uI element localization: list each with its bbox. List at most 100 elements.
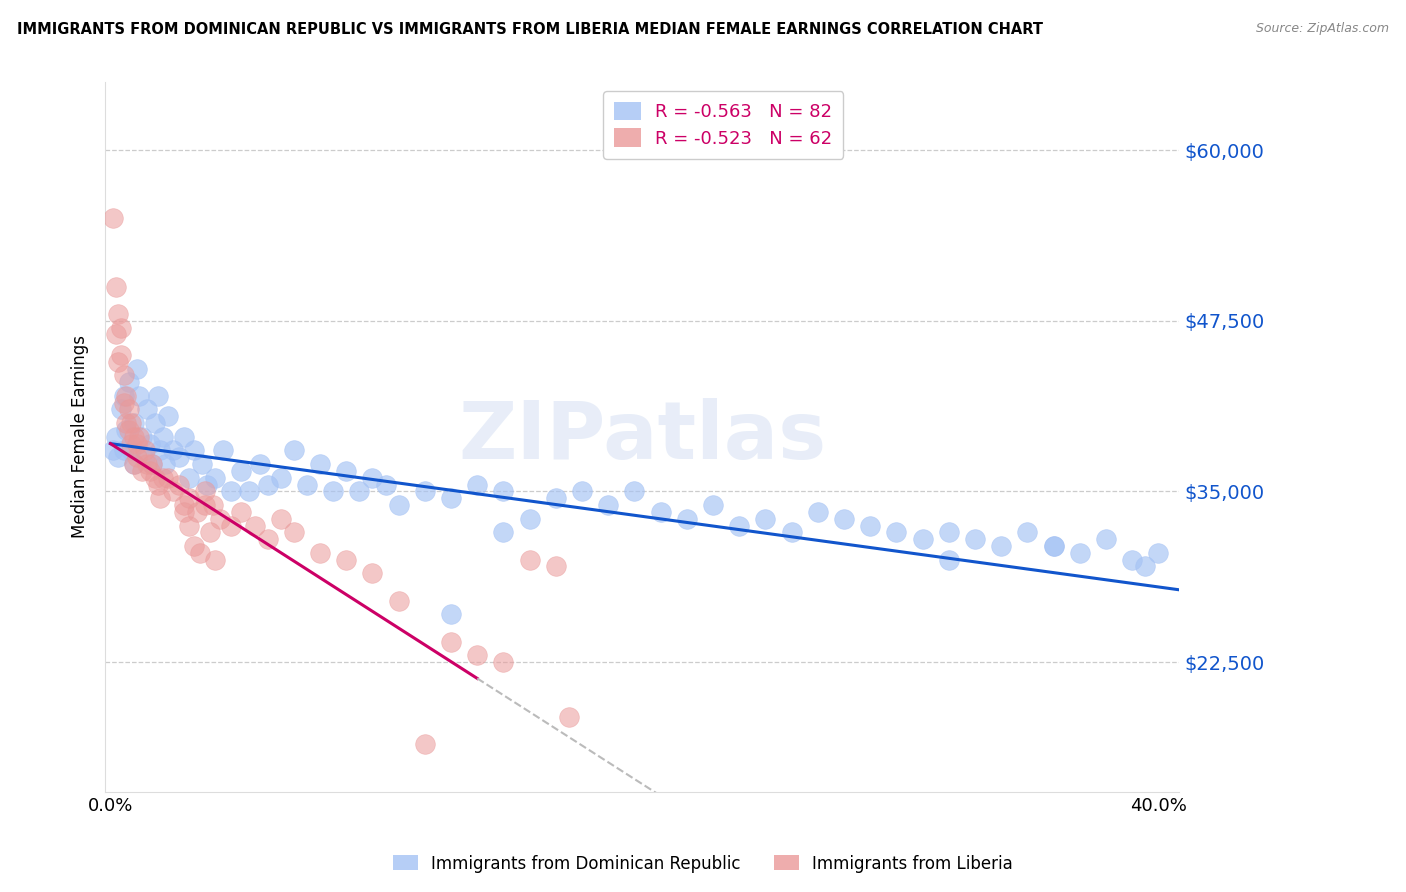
- Point: [118, 423, 141, 437]
- Point: [125, 450, 148, 465]
- Point: [173, 505, 195, 519]
- Point: [139, 436, 162, 450]
- Point: [112, 443, 135, 458]
- Point: [1095, 532, 1118, 546]
- Point: [249, 457, 271, 471]
- Point: [122, 457, 145, 471]
- Point: [115, 389, 138, 403]
- Point: [440, 634, 463, 648]
- Point: [198, 525, 221, 540]
- Point: [101, 211, 124, 226]
- Point: [335, 552, 357, 566]
- Point: [104, 327, 127, 342]
- Point: [492, 655, 515, 669]
- Point: [173, 498, 195, 512]
- Point: [1135, 559, 1157, 574]
- Point: [209, 512, 232, 526]
- Text: Source: ZipAtlas.com: Source: ZipAtlas.com: [1256, 22, 1389, 36]
- Point: [413, 737, 436, 751]
- Point: [780, 525, 803, 540]
- Point: [162, 443, 184, 458]
- Point: [157, 471, 180, 485]
- Point: [361, 471, 384, 485]
- Point: [118, 375, 141, 389]
- Point: [134, 443, 156, 458]
- Point: [146, 477, 169, 491]
- Point: [231, 464, 253, 478]
- Point: [571, 484, 593, 499]
- Point: [107, 307, 129, 321]
- Point: [388, 593, 411, 607]
- Point: [361, 566, 384, 581]
- Point: [911, 532, 934, 546]
- Point: [623, 484, 645, 499]
- Point: [963, 532, 986, 546]
- Point: [128, 389, 150, 403]
- Point: [167, 450, 190, 465]
- Point: [212, 443, 235, 458]
- Text: ZIPatlas: ZIPatlas: [458, 398, 827, 475]
- Point: [177, 491, 200, 506]
- Point: [1147, 546, 1170, 560]
- Point: [107, 450, 129, 465]
- Point: [149, 491, 172, 506]
- Point: [173, 430, 195, 444]
- Point: [141, 457, 163, 471]
- Legend: R = -0.563   N = 82, R = -0.523   N = 62: R = -0.563 N = 82, R = -0.523 N = 62: [603, 91, 844, 159]
- Point: [191, 457, 214, 471]
- Point: [201, 498, 224, 512]
- Point: [388, 498, 411, 512]
- Point: [162, 484, 184, 499]
- Point: [183, 539, 205, 553]
- Point: [112, 389, 135, 403]
- Point: [115, 423, 138, 437]
- Point: [728, 518, 751, 533]
- Point: [118, 402, 141, 417]
- Point: [143, 416, 166, 430]
- Point: [101, 443, 124, 458]
- Point: [136, 457, 159, 471]
- Point: [295, 477, 318, 491]
- Point: [110, 348, 132, 362]
- Point: [990, 539, 1012, 553]
- Point: [465, 477, 488, 491]
- Point: [183, 443, 205, 458]
- Point: [309, 546, 332, 560]
- Point: [186, 505, 208, 519]
- Point: [231, 505, 253, 519]
- Point: [519, 552, 541, 566]
- Point: [270, 471, 292, 485]
- Point: [131, 430, 153, 444]
- Point: [243, 518, 266, 533]
- Point: [519, 512, 541, 526]
- Point: [1121, 552, 1143, 566]
- Point: [335, 464, 357, 478]
- Point: [938, 525, 960, 540]
- Point: [1042, 539, 1064, 553]
- Point: [149, 443, 172, 458]
- Point: [112, 395, 135, 409]
- Point: [204, 471, 226, 485]
- Point: [219, 484, 242, 499]
- Point: [155, 457, 177, 471]
- Point: [120, 443, 142, 458]
- Point: [650, 505, 672, 519]
- Y-axis label: Median Female Earnings: Median Female Earnings: [72, 335, 89, 538]
- Point: [177, 471, 200, 485]
- Point: [104, 279, 127, 293]
- Point: [807, 505, 830, 519]
- Point: [139, 464, 162, 478]
- Point: [754, 512, 776, 526]
- Point: [143, 471, 166, 485]
- Point: [309, 457, 332, 471]
- Text: IMMIGRANTS FROM DOMINICAN REPUBLIC VS IMMIGRANTS FROM LIBERIA MEDIAN FEMALE EARN: IMMIGRANTS FROM DOMINICAN REPUBLIC VS IM…: [17, 22, 1043, 37]
- Point: [128, 430, 150, 444]
- Point: [167, 477, 190, 491]
- Point: [256, 477, 278, 491]
- Point: [136, 402, 159, 417]
- Point: [544, 491, 567, 506]
- Point: [283, 443, 305, 458]
- Point: [598, 498, 620, 512]
- Point: [544, 559, 567, 574]
- Point: [152, 430, 174, 444]
